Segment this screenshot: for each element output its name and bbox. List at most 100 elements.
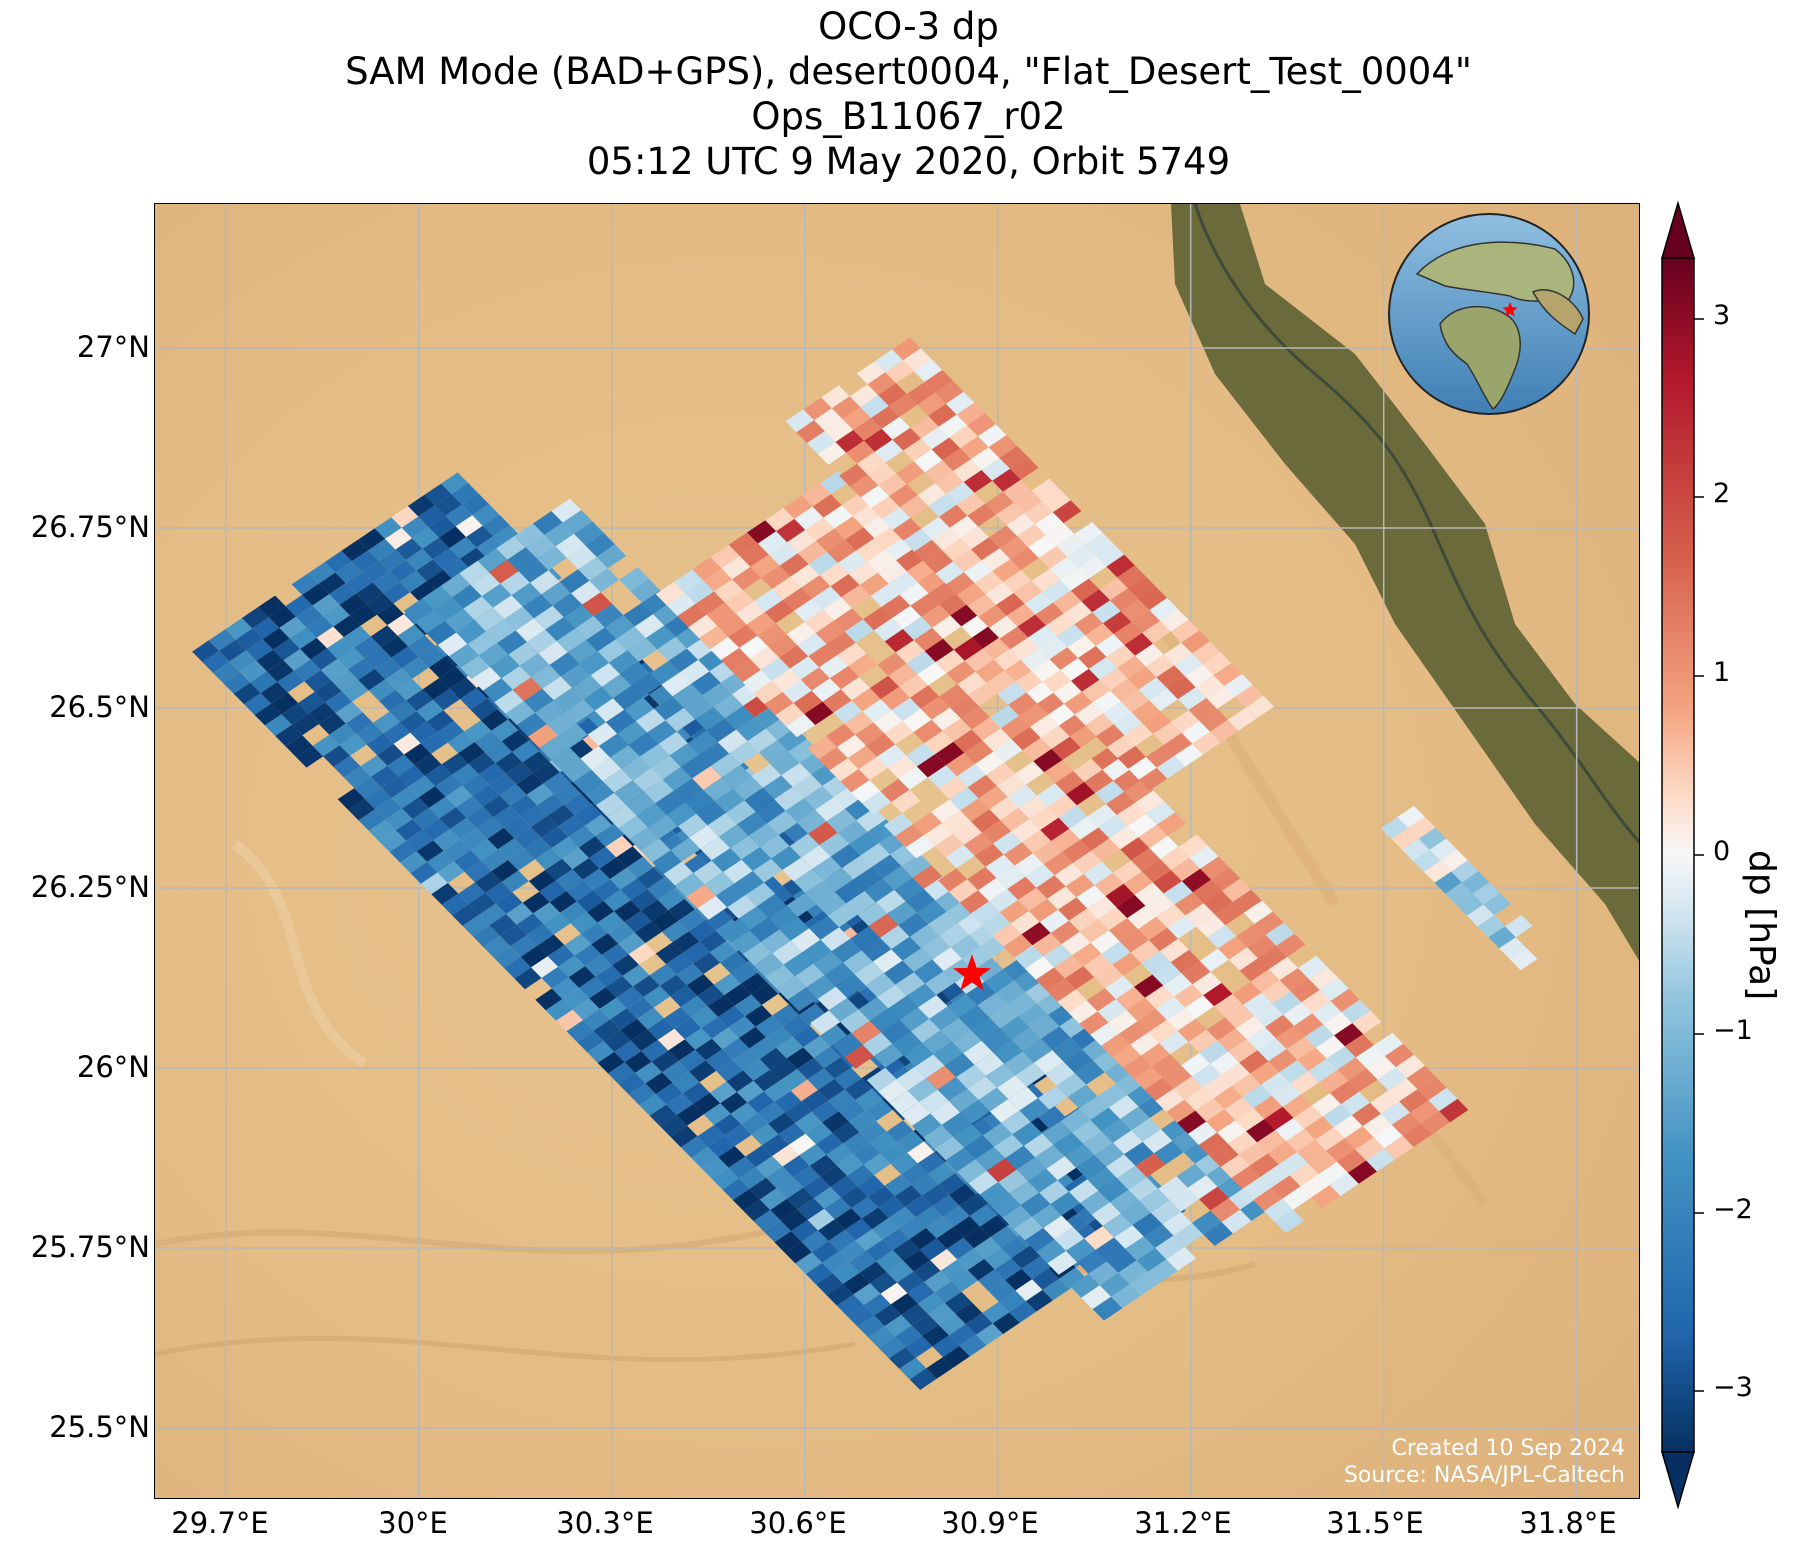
sounding-pixel <box>1041 1026 1071 1051</box>
sounding-pixel <box>562 847 590 870</box>
sounding-pixel <box>387 614 415 636</box>
sounding-pixel <box>1024 501 1053 525</box>
colorbar <box>1661 200 1704 1510</box>
sounding-pixel <box>316 626 344 649</box>
sounding-pixel <box>452 904 480 926</box>
sounding-pixel <box>822 1251 850 1274</box>
sounding-pixel <box>871 496 900 520</box>
sounding-pixel <box>921 426 950 450</box>
sounding-pixel <box>815 1132 843 1155</box>
sounding-pixel <box>787 987 818 1012</box>
sounding-pixel <box>756 893 787 918</box>
sounding-pixel <box>578 976 606 999</box>
sounding-pixel <box>899 582 929 606</box>
sounding-pixel <box>946 752 976 777</box>
sounding-pixel <box>848 653 878 677</box>
sounding-pixel <box>945 844 975 869</box>
sounding-pixel <box>1297 1139 1327 1164</box>
sounding-pixel <box>422 585 453 610</box>
sounding-pixel <box>946 1237 974 1260</box>
sounding-pixel <box>1080 827 1110 851</box>
sounding-pixel <box>860 485 890 509</box>
sounding-pixel <box>1211 867 1241 891</box>
sounding-pixel <box>739 543 769 567</box>
sounding-pixel <box>1011 818 1041 843</box>
sounding-pixel <box>418 786 446 808</box>
sounding-pixel <box>1023 1133 1054 1158</box>
sounding-pixel <box>433 597 464 622</box>
sounding-pixel <box>223 672 251 694</box>
sounding-pixel <box>905 1336 933 1358</box>
sounding-pixel <box>945 1147 976 1172</box>
sounding-pixel <box>805 517 835 541</box>
sounding-pixel <box>941 1112 972 1137</box>
sounding-pixel <box>988 525 1018 549</box>
sounding-pixel <box>546 711 577 736</box>
nile-river <box>1193 204 1639 844</box>
sounding-pixel <box>821 385 850 409</box>
sounding-pixel <box>839 463 868 487</box>
sounding-pixel <box>741 847 772 871</box>
sounding-pixel <box>757 1101 785 1124</box>
sounding-pixel <box>573 769 603 794</box>
sounding-pixel <box>591 757 622 782</box>
sounding-pixel <box>1152 962 1182 986</box>
sounding-pixel <box>992 1039 1023 1064</box>
sounding-pixel <box>819 562 849 587</box>
sounding-pixel <box>547 945 575 967</box>
sounding-pixel <box>884 960 914 985</box>
sounding-pixel <box>718 1146 746 1168</box>
sounding-pixel <box>508 642 539 666</box>
sounding-pixel <box>1073 758 1103 782</box>
sounding-pixel <box>979 1182 1010 1207</box>
sounding-pixel <box>608 1062 636 1085</box>
sounding-pixel <box>737 811 768 836</box>
sounding-pixel <box>1029 898 1059 922</box>
sounding-pixel <box>1315 1035 1345 1059</box>
sounding-pixel <box>1046 1156 1077 1181</box>
sounding-pixel <box>953 459 982 482</box>
sounding-pixel <box>1113 712 1143 736</box>
sounding-pixel <box>847 1305 875 1327</box>
sounding-pixel <box>252 617 280 640</box>
sounding-pixel <box>246 639 274 661</box>
sounding-pixel <box>587 900 615 923</box>
sounding-pixel <box>524 837 552 860</box>
inset-target-star <box>1502 302 1518 317</box>
sounding-pixel <box>1141 951 1171 975</box>
sounding-pixel <box>614 900 642 922</box>
sounding-pixel <box>1018 795 1048 819</box>
lon-tick-31-8: 31.8°E <box>1519 1506 1617 1540</box>
sounding-pixel <box>1049 556 1078 580</box>
sounding-pixel <box>802 939 832 964</box>
sounding-pixel <box>697 1125 725 1147</box>
sounding-pixel <box>333 615 361 638</box>
sounding-pixel <box>849 1250 877 1273</box>
sounding-pixel <box>266 660 294 682</box>
sounding-pixel <box>655 790 685 815</box>
sounding-pixel <box>590 662 621 687</box>
sounding-pixel <box>1388 1078 1418 1102</box>
sounding-pixel <box>1131 848 1161 872</box>
sounding-pixel <box>389 840 417 863</box>
sounding-pixel <box>493 525 521 547</box>
sounding-pixel <box>826 631 856 655</box>
sounding-pixel <box>1058 897 1088 921</box>
sounding-pixel <box>1192 1210 1222 1235</box>
sounding-pixel <box>686 884 716 909</box>
sounding-pixel <box>878 1196 906 1218</box>
sounding-pixel <box>401 516 429 539</box>
sounding-pixel <box>624 910 652 933</box>
sounding-pixel <box>508 848 536 871</box>
sounding-pixel <box>1440 849 1468 872</box>
sounding-pixel <box>1129 1271 1160 1296</box>
sounding-pixel <box>888 663 918 687</box>
title-line-3: Ops_B11067_r02 <box>751 95 1066 138</box>
sounding-pixel <box>832 1033 863 1058</box>
sounding-pixel <box>932 615 962 639</box>
sounding-pixel <box>785 798 816 823</box>
sounding-pixel <box>661 920 689 943</box>
sounding-pixel <box>574 944 602 967</box>
sounding-pixel <box>1315 1127 1345 1151</box>
sounding-pixel <box>462 914 490 937</box>
